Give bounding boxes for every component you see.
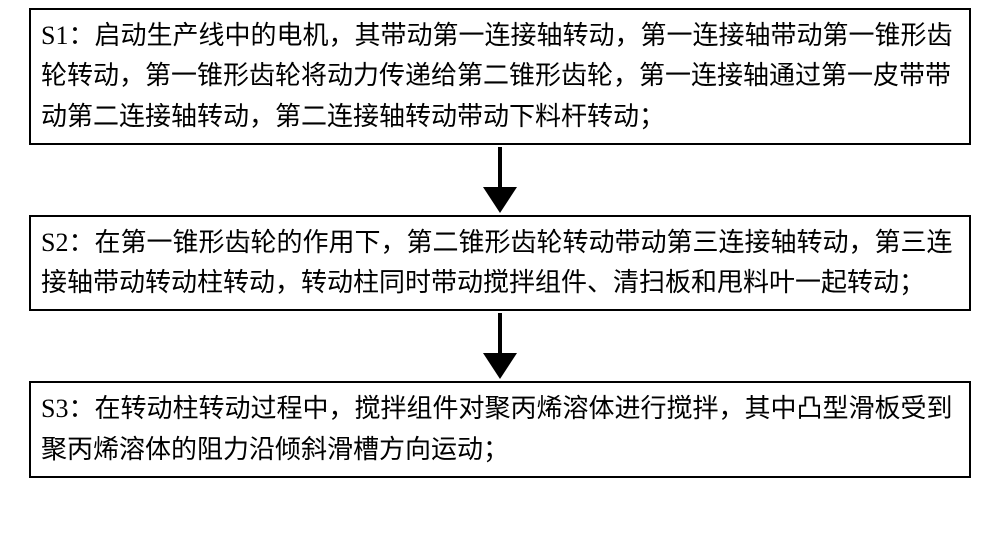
node-label: S1： (41, 21, 94, 50)
node-text: 在第一锥形齿轮的作用下，第二锥形齿轮转动带动第三连接轴转动，第三连接轴带动转动柱… (41, 228, 952, 297)
node-text: 启动生产线中的电机，其带动第一连接轴转动，第一连接轴带动第一锥形齿轮转动，第一锥… (41, 21, 952, 131)
flowchart-arrow (28, 311, 972, 381)
node-label: S3： (41, 394, 94, 423)
flowchart-node-s1: S1：启动生产线中的电机，其带动第一连接轴转动，第一连接轴带动第一锥形齿轮转动，… (29, 8, 971, 145)
flowchart-container: S1：启动生产线中的电机，其带动第一连接轴转动，第一连接轴带动第一锥形齿轮转动，… (0, 0, 1000, 547)
flowchart-node-s3: S3：在转动柱转动过程中，搅拌组件对聚丙烯溶体进行搅拌，其中凸型滑板受到聚丙烯溶… (29, 381, 971, 478)
arrow-down-icon (480, 147, 520, 213)
arrow-down-icon (480, 313, 520, 379)
node-text: 在转动柱转动过程中，搅拌组件对聚丙烯溶体进行搅拌，其中凸型滑板受到聚丙烯溶体的阻… (41, 394, 952, 463)
node-label: S2： (41, 228, 94, 257)
flowchart-arrow (28, 145, 972, 215)
flowchart-node-s2: S2：在第一锥形齿轮的作用下，第二锥形齿轮转动带动第三连接轴转动，第三连接轴带动… (29, 215, 971, 312)
